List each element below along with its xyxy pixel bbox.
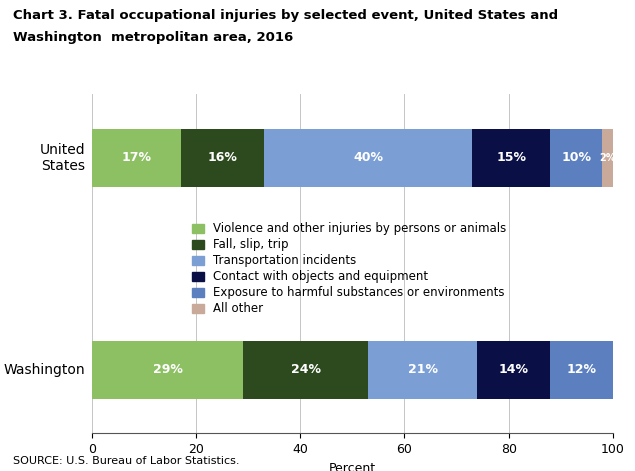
- Text: 24%: 24%: [291, 363, 321, 376]
- Bar: [472, 129, 551, 187]
- Text: 40%: 40%: [353, 151, 383, 164]
- Bar: [551, 341, 613, 399]
- Bar: [180, 129, 264, 187]
- Bar: [603, 129, 613, 187]
- Text: Chart 3. Fatal occupational injuries by selected event, United States and: Chart 3. Fatal occupational injuries by …: [13, 9, 558, 23]
- Text: 29%: 29%: [152, 363, 182, 376]
- Text: Washington  metropolitan area, 2016: Washington metropolitan area, 2016: [13, 31, 293, 44]
- Bar: [551, 129, 603, 187]
- Text: 16%: 16%: [207, 151, 237, 164]
- Bar: [478, 341, 551, 399]
- Text: 14%: 14%: [499, 363, 529, 376]
- Text: 2%: 2%: [599, 153, 616, 163]
- Legend: Violence and other injuries by persons or animals, Fall, slip, trip, Transportat: Violence and other injuries by persons o…: [192, 222, 506, 315]
- Bar: [368, 341, 478, 399]
- Bar: [243, 341, 368, 399]
- Text: SOURCE: U.S. Bureau of Labor Statistics.: SOURCE: U.S. Bureau of Labor Statistics.: [13, 456, 239, 466]
- Text: 12%: 12%: [566, 363, 596, 376]
- Text: 17%: 17%: [121, 151, 151, 164]
- Text: 21%: 21%: [408, 363, 438, 376]
- Bar: [92, 129, 180, 187]
- Bar: [92, 341, 243, 399]
- Bar: [264, 129, 472, 187]
- Text: 10%: 10%: [561, 151, 591, 164]
- X-axis label: Percent: Percent: [329, 462, 376, 471]
- Text: 15%: 15%: [496, 151, 526, 164]
